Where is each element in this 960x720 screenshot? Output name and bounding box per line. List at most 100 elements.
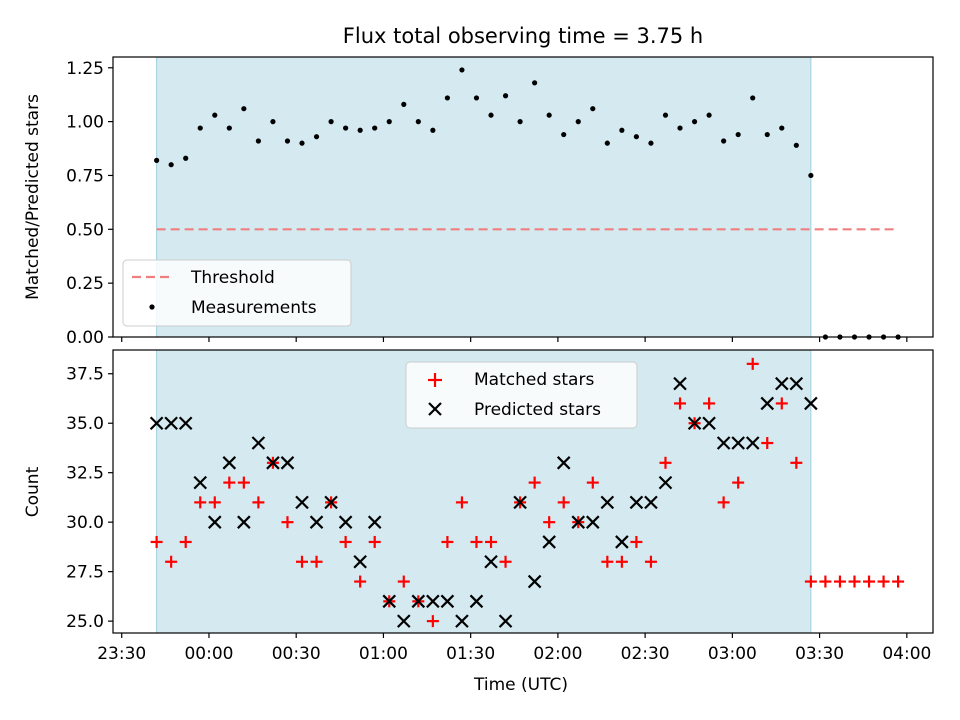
- bottom-panel: 25.0 27.5 30.0 32.5 35.0 37.5 23:30 00:00 00:30…: [23, 349, 934, 695]
- y-tick-label: 0.00: [66, 328, 104, 348]
- x-axis-label: Time (UTC): [473, 675, 568, 695]
- predicted-star-point: [397, 614, 411, 628]
- star-count-points: [149, 357, 905, 628]
- measurement-point: [590, 106, 596, 112]
- legend-threshold-label: Threshold: [190, 268, 275, 288]
- bottom-legend: Matched stars Predicted stars: [405, 361, 638, 429]
- predicted-star-point: [731, 436, 745, 450]
- predicted-star-point: [237, 515, 251, 529]
- predicted-star-point: [411, 594, 426, 609]
- measurement-point: [604, 140, 610, 146]
- measurement-point: [299, 140, 305, 146]
- y-tick-label: 1.25: [66, 59, 104, 79]
- predicted-star-point: [760, 396, 775, 411]
- predicted-star-point: [673, 376, 687, 391]
- measurement-point: [517, 119, 523, 125]
- measurement-point: [764, 131, 770, 138]
- predicted-star-point: [382, 594, 397, 609]
- matched-star-point: [557, 496, 570, 509]
- predicted-star-point: [455, 614, 469, 628]
- predicted-star-point: [178, 416, 193, 431]
- predicted-star-point: [804, 396, 818, 411]
- predicted-star-point: [745, 436, 760, 450]
- measurement-point: [226, 125, 232, 131]
- measurement-point: [343, 125, 349, 131]
- matched-star-point: [892, 575, 905, 588]
- predicted-star-point: [149, 416, 164, 431]
- measurement-point: [575, 119, 581, 125]
- x-tick-label: 02:30: [621, 644, 670, 664]
- y-tick-label: 35.0: [66, 414, 104, 434]
- bottom-axes-frame: [112, 349, 934, 634]
- predicted-star-point: [571, 515, 586, 529]
- predicted-star-point: [527, 574, 542, 589]
- measurement-point: [706, 112, 712, 118]
- matched-star-point: [848, 575, 861, 588]
- measurement-point: [721, 138, 727, 144]
- predicted-star-point: [484, 554, 498, 569]
- legend-matched-swatch: [428, 373, 442, 387]
- measurement-point: [793, 142, 799, 148]
- measurement-point: [502, 93, 509, 99]
- y-tick-label: 37.5: [66, 365, 104, 385]
- matched-star-point: [296, 555, 309, 568]
- y-tick-label: 32.5: [66, 464, 104, 484]
- predicted-star-point: [556, 456, 571, 470]
- predicted-star-point: [775, 376, 789, 391]
- y-tick-label: 0.25: [66, 274, 104, 294]
- predicted-star-point: [280, 456, 295, 470]
- top-y-axis-label: Matched/Predicted stars: [23, 94, 43, 300]
- matched-star-point: [441, 535, 454, 548]
- matched-star-point: [601, 555, 614, 568]
- predicted-star-point: [338, 515, 353, 529]
- figure-title: Flux total observing time = 3.75 h: [343, 24, 703, 48]
- matched-star-point: [499, 555, 512, 568]
- measurement-point: [619, 127, 625, 133]
- measurement-point: [328, 119, 334, 125]
- measurement-point: [241, 106, 247, 112]
- matched-star-point: [281, 516, 294, 529]
- measurement-point: [750, 95, 756, 101]
- measurement-point: [357, 127, 363, 133]
- bottom-y-axis-label: Count: [23, 466, 43, 517]
- measurement-point: [154, 157, 160, 163]
- matched-star-point: [804, 575, 817, 588]
- predicted-star-point: [309, 515, 324, 529]
- x-tick-label: 01:00: [359, 644, 408, 664]
- predicted-star-point: [266, 456, 280, 470]
- measurement-point: [532, 80, 538, 86]
- matched-star-point: [615, 555, 628, 568]
- top-panel: 0.00 0.25 0.50 0.75 1.00 1.25 Matched/Predict…: [23, 56, 934, 348]
- predicted-star-point: [440, 594, 455, 609]
- bottom-x-ticks: 23:30 00:00 00:30 01:00 01:30 02:00 02:30 03:00…: [97, 633, 931, 664]
- predicted-star-point: [164, 416, 178, 431]
- predicted-star-point: [367, 515, 382, 529]
- measurement-point: [546, 112, 552, 118]
- top-legend: Threshold Measurements: [122, 259, 352, 327]
- measurement-point: [648, 140, 654, 146]
- measurement-point: [444, 95, 450, 101]
- predicted-star-point: [716, 436, 731, 450]
- matched-star-point: [630, 535, 643, 548]
- predicted-star-point: [193, 475, 208, 490]
- x-tick-label: 23:30: [97, 644, 146, 664]
- legend-predicted-label: Predicted stars: [474, 400, 601, 420]
- measurement-point: [691, 119, 698, 125]
- matched-star-point: [339, 535, 352, 548]
- matched-star-point: [528, 476, 541, 489]
- matched-star-point: [237, 476, 250, 489]
- measurement-point: [488, 112, 494, 118]
- predicted-star-point: [295, 495, 309, 510]
- matched-star-point: [470, 535, 483, 548]
- y-tick-label: 0.75: [66, 166, 104, 186]
- top-y-ticks: 0.00 0.25 0.50 0.75 1.00 1.25: [66, 59, 113, 348]
- matched-star-point: [775, 397, 788, 410]
- measurement-point: [633, 134, 640, 140]
- predicted-star-point: [324, 495, 338, 510]
- matched-star-point: [703, 397, 716, 410]
- matched-star-point: [223, 476, 236, 489]
- top-legend-box: [122, 259, 352, 327]
- measurement-point: [430, 127, 436, 133]
- matched-star-point: [644, 555, 657, 568]
- predicted-star-point: [353, 554, 367, 569]
